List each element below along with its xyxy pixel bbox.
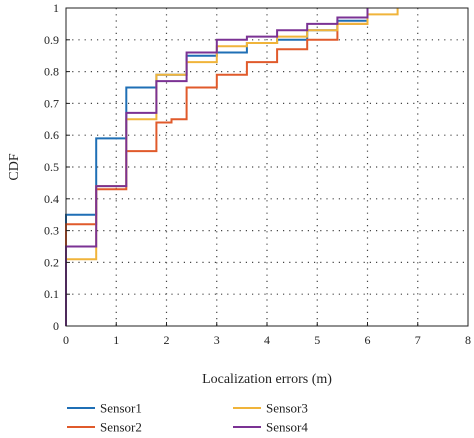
x-tick-label: 5 [314, 333, 320, 347]
legend-label-sensor3: Sensor3 [266, 401, 308, 416]
y-tick-label: 1 [53, 1, 59, 15]
x-tick-label: 8 [465, 333, 471, 347]
y-tick-label: 0.7 [44, 96, 59, 110]
y-tick-label: 0 [53, 319, 59, 333]
series-line-sensor4 [65, 8, 369, 326]
x-tick-label: 2 [164, 333, 170, 347]
y-tick-label: 0.3 [44, 224, 59, 238]
x-tick-label: 1 [113, 333, 119, 347]
tick-layer: 0 1 2 3 4 5 6 7 8 0 0.1 0.2 0.3 0.4 0.5 0.6 0.7 0.8 0.9 1 [44, 1, 471, 347]
x-tick-label: 0 [63, 333, 69, 347]
y-tick-label: 0.6 [44, 128, 59, 142]
legend: Sensor1 Sensor2 Sensor3 Sensor4 [67, 401, 308, 435]
x-tick-label: 4 [264, 333, 270, 347]
x-tick-label: 3 [214, 333, 220, 347]
grid-layer [66, 8, 468, 326]
y-tick-label: 0.4 [44, 192, 59, 206]
y-tick-label: 0.1 [44, 287, 59, 301]
legend-label-sensor4: Sensor4 [266, 420, 308, 435]
x-axis-title: Localization errors (m) [202, 372, 332, 387]
x-tick-label: 6 [365, 333, 371, 347]
x-tick-label: 7 [415, 333, 421, 347]
y-tick-label: 0.9 [44, 33, 59, 47]
y-tick-label: 0.8 [44, 65, 59, 79]
y-axis-title: CDF [7, 153, 22, 180]
legend-label-sensor1: Sensor1 [100, 401, 142, 416]
y-tick-label: 0.5 [44, 160, 59, 174]
y-tick-label: 0.2 [44, 255, 59, 269]
legend-label-sensor2: Sensor2 [100, 420, 142, 435]
series-layer [65, 8, 399, 326]
series-line-sensor2 [65, 8, 369, 326]
